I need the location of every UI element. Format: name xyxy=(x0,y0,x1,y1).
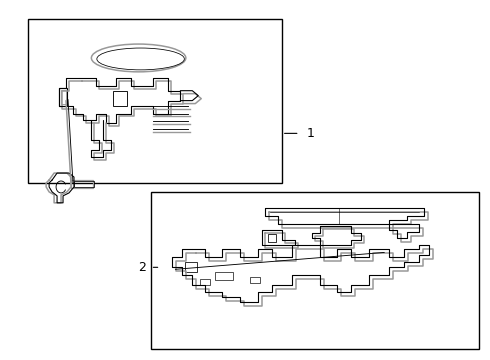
Bar xyxy=(268,234,276,242)
Bar xyxy=(59,88,67,105)
Bar xyxy=(215,272,233,280)
Bar xyxy=(71,180,93,188)
Text: 1: 1 xyxy=(307,127,315,140)
Bar xyxy=(200,279,210,285)
Bar xyxy=(113,91,127,105)
Text: 2: 2 xyxy=(138,261,146,274)
Bar xyxy=(61,90,66,104)
Bar xyxy=(250,277,260,283)
Bar xyxy=(150,192,479,349)
Bar xyxy=(185,262,197,272)
Ellipse shape xyxy=(91,44,186,72)
Bar xyxy=(74,181,94,187)
Bar xyxy=(28,19,282,183)
